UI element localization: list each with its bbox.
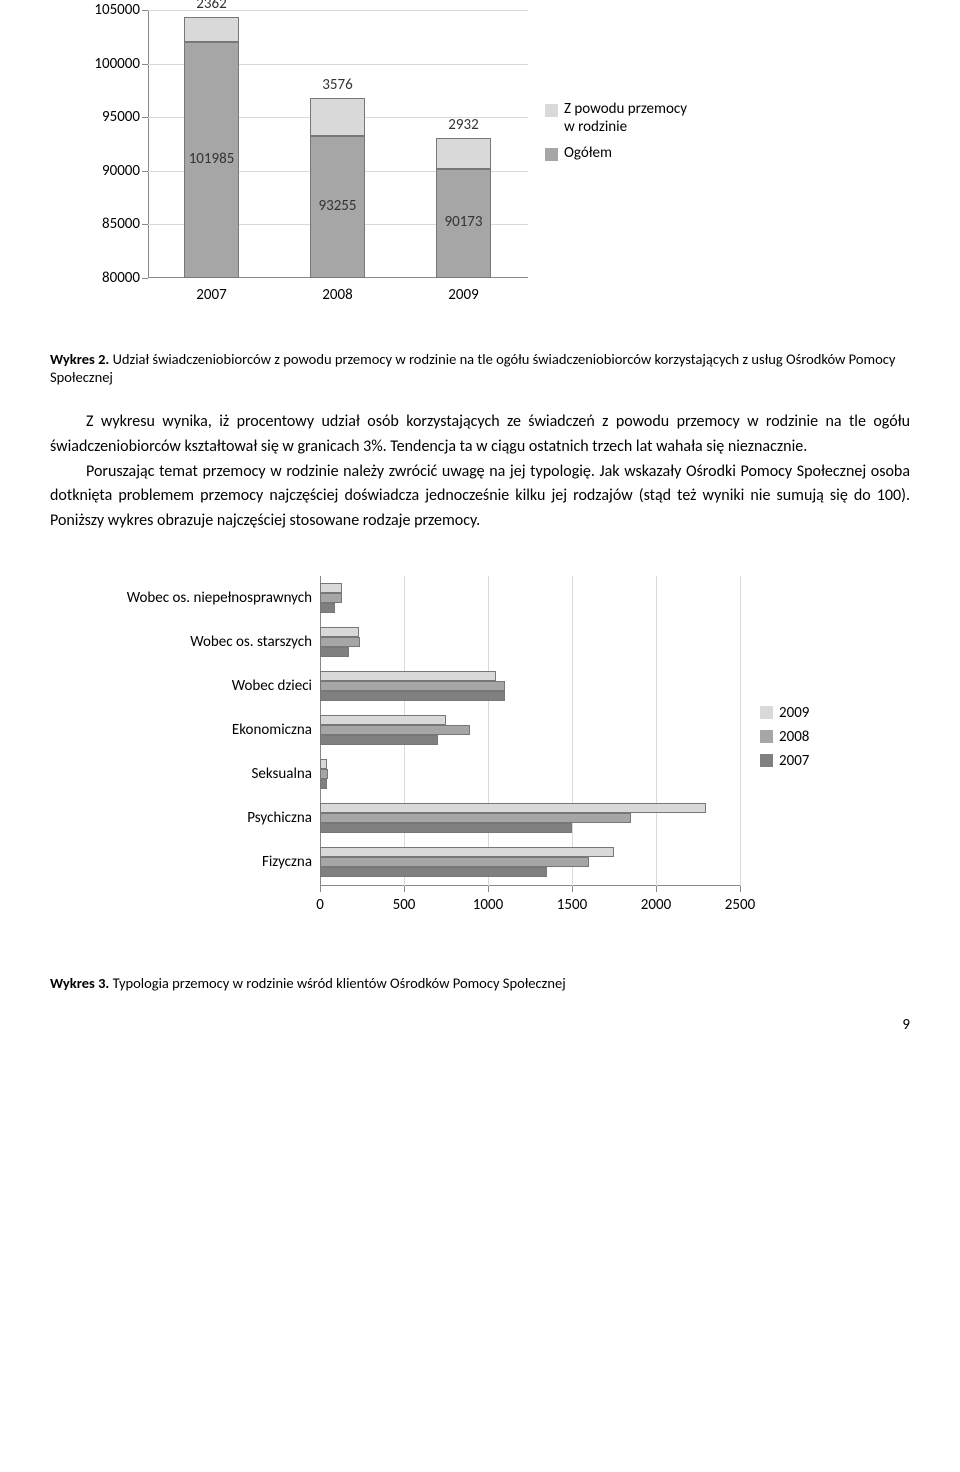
chart2-category-label: Seksualna bbox=[100, 765, 312, 783]
chart2-bar bbox=[320, 637, 360, 647]
chart2-x-label: 0 bbox=[295, 896, 345, 914]
chart1-legend-item: Z powodu przemocy w rodzinie bbox=[545, 100, 690, 136]
chart2-category-label: Wobec os. starszych bbox=[100, 633, 312, 651]
chart2-bar bbox=[320, 813, 631, 823]
chart1-legend-label: Ogółem bbox=[564, 144, 612, 162]
chart2-caption: Wykres 3. Typologia przemocy w rodzinie … bbox=[50, 974, 910, 992]
chart1-bar-label-top: 2362 bbox=[184, 0, 239, 13]
paragraph-2: Poruszając temat przemocy w rodzinie nal… bbox=[50, 460, 910, 534]
chart1-legend-item: Ogółem bbox=[545, 144, 690, 162]
chart1-legend-label: Z powodu przemocy w rodzinie bbox=[564, 100, 690, 136]
chart2-category-label: Wobec dzieci bbox=[100, 677, 312, 695]
chart1-x-label: 2008 bbox=[275, 286, 401, 304]
chart2-legend-item: 2009 bbox=[760, 704, 809, 722]
chart1-bar-label-bottom: 93255 bbox=[310, 197, 365, 215]
chart1-y-label: 80000 bbox=[70, 269, 140, 287]
chart1-bar-label-top: 3576 bbox=[310, 76, 365, 94]
chart2-legend-swatch bbox=[760, 754, 773, 767]
chart2-x-tick bbox=[320, 886, 321, 892]
chart2-legend-swatch bbox=[760, 730, 773, 743]
chart2-legend-label: 2009 bbox=[779, 704, 809, 722]
chart2-x-label: 1000 bbox=[463, 896, 513, 914]
chart2-legend-item: 2008 bbox=[760, 728, 809, 746]
chart2-gridline bbox=[488, 576, 489, 886]
chart2-category-label: Wobec os. niepełnosprawnych bbox=[100, 589, 312, 607]
chart1-bar-label-bottom: 101985 bbox=[184, 150, 239, 168]
chart2: 0 500 1000 1500 2000 2500 Wobec os. niepełnosp… bbox=[100, 564, 860, 934]
chart1-bar-przemoc bbox=[310, 98, 365, 136]
chart2-bar bbox=[320, 803, 706, 813]
chart1-bar-group: 2362101985 bbox=[184, 10, 239, 278]
chart2-x-tick bbox=[572, 886, 573, 892]
chart1-y-label: 85000 bbox=[70, 215, 140, 233]
chart2-category-label: Ekonomiczna bbox=[100, 721, 312, 739]
chart2-gridline bbox=[572, 576, 573, 886]
chart2-bar bbox=[320, 647, 349, 657]
chart2-legend-item: 2007 bbox=[760, 752, 809, 770]
chart2-x-tick bbox=[656, 886, 657, 892]
chart2-legend-label: 2007 bbox=[779, 752, 809, 770]
chart1-bar-group: 3576 93255 bbox=[310, 10, 365, 278]
chart1-container: 8000085000900009500010000010500023621019… bbox=[50, 10, 910, 310]
chart1-caption: Wykres 2. Udział świadczeniobiorców z po… bbox=[50, 350, 910, 386]
chart2-bar bbox=[320, 593, 342, 603]
chart2-bar bbox=[320, 681, 505, 691]
page-number: 9 bbox=[50, 1016, 910, 1034]
chart1-bar-przemoc bbox=[436, 138, 491, 169]
chart2-legend-label: 2008 bbox=[779, 728, 809, 746]
chart2-category-label: Fizyczna bbox=[100, 853, 312, 871]
chart2-container: 0 500 1000 1500 2000 2500 Wobec os. niepełnosp… bbox=[50, 564, 910, 934]
chart2-bar bbox=[320, 603, 335, 613]
chart1-bar-group: 2932 90173 bbox=[436, 10, 491, 278]
chart2-x-label: 2500 bbox=[715, 896, 765, 914]
chart2-bar bbox=[320, 867, 547, 877]
chart1-legend-swatch bbox=[545, 104, 558, 117]
chart1-y-label: 105000 bbox=[70, 1, 140, 19]
chart2-x-tick bbox=[404, 886, 405, 892]
chart1-x-label: 2007 bbox=[149, 286, 275, 304]
chart2-gridline bbox=[740, 576, 741, 886]
chart2-x-label: 500 bbox=[379, 896, 429, 914]
chart1-bar-label-bottom: 90173 bbox=[436, 213, 491, 231]
chart2-x-tick bbox=[740, 886, 741, 892]
chart1-caption-prefix: Wykres 2. bbox=[50, 350, 109, 368]
chart2-bar bbox=[320, 715, 446, 725]
chart1-bar-label-top: 2932 bbox=[436, 116, 491, 134]
chart1-y-label: 95000 bbox=[70, 108, 140, 126]
paragraph-1: Z wykresu wynika, iż procentowy udział o… bbox=[50, 410, 910, 460]
chart1-legend-swatch bbox=[545, 148, 558, 161]
chart2-bar bbox=[320, 671, 496, 681]
chart2-bar bbox=[320, 857, 589, 867]
chart2-bar bbox=[320, 691, 505, 701]
chart2-x-tick bbox=[488, 886, 489, 892]
chart2-bar bbox=[320, 769, 328, 779]
chart2-gridline bbox=[656, 576, 657, 886]
body-paragraph: Z wykresu wynika, iż procentowy udział o… bbox=[50, 410, 910, 534]
chart2-bar bbox=[320, 823, 572, 833]
chart2-x-label: 1500 bbox=[547, 896, 597, 914]
chart2-caption-prefix: Wykres 3. bbox=[50, 974, 109, 992]
chart1-x-label: 2009 bbox=[401, 286, 527, 304]
chart2-category-label: Psychiczna bbox=[100, 809, 312, 827]
chart1-legend: Z powodu przemocy w rodzinie Ogółem bbox=[545, 100, 690, 170]
chart1-bar-przemoc bbox=[184, 17, 239, 42]
chart1-y-tick bbox=[142, 278, 148, 279]
chart2-legend-swatch bbox=[760, 706, 773, 719]
chart2-bar bbox=[320, 583, 342, 593]
chart2-bar bbox=[320, 725, 470, 735]
chart2-legend: 2009 2008 2007 bbox=[760, 704, 809, 776]
chart2-caption-text: Typologia przemocy w rodzinie wśród klie… bbox=[109, 974, 565, 992]
chart2-bar bbox=[320, 627, 359, 637]
chart2-bar bbox=[320, 759, 327, 769]
chart2-bar bbox=[320, 779, 327, 789]
chart1-y-label: 90000 bbox=[70, 162, 140, 180]
chart2-bar bbox=[320, 847, 614, 857]
chart2-x-label: 2000 bbox=[631, 896, 681, 914]
chart1-y-label: 100000 bbox=[70, 55, 140, 73]
chart2-bar bbox=[320, 735, 438, 745]
chart1: 8000085000900009500010000010500023621019… bbox=[70, 10, 690, 310]
chart1-caption-text: Udział świadczeniobiorców z powodu przem… bbox=[50, 350, 895, 386]
